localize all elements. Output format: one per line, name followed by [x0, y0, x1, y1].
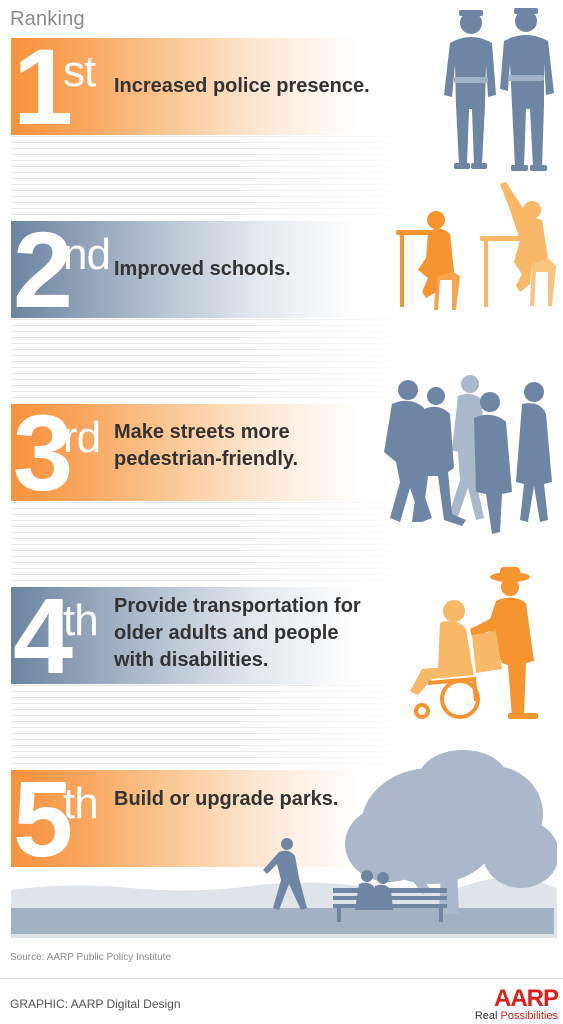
rank-suffix: th: [63, 779, 99, 828]
rank-number-4: 4 th: [11, 575, 126, 696]
rank-suffix: rd: [63, 413, 101, 462]
aarp-logo-word: AARP: [493, 985, 559, 1012]
aarp-tagline: Real Possibilities: [430, 1010, 558, 1022]
rank-band-4: 4 th: [11, 575, 563, 696]
label-line: Build or upgrade parks.: [114, 788, 339, 810]
footer-divider: [0, 978, 563, 979]
rank-suffix: nd: [63, 230, 111, 279]
label-line: older adults and people: [114, 622, 339, 644]
police-officers-icon: [444, 8, 554, 171]
rank-label-3: Make streets more pedestrian-friendly.: [114, 419, 298, 473]
rank-digit: 1: [13, 26, 73, 147]
rank-digit: 2: [13, 209, 73, 330]
rank-number-3: 3 rd: [11, 392, 126, 513]
stripe-area-1: [11, 136, 563, 218]
rank-number-1: 1 st: [11, 26, 126, 147]
label-line: pedestrian-friendly.: [114, 448, 299, 470]
rank-label-2: Improved schools.: [114, 256, 291, 283]
graphic-credit: GRAPHIC: AARP Digital Design: [10, 997, 181, 1011]
rank-label-5: Build or upgrade parks.: [114, 786, 338, 813]
tagline-possibilities: Possibilities: [500, 1010, 558, 1022]
rank-label-4: Provide transportation for older adults …: [114, 593, 361, 674]
ranking-heading: Ranking: [10, 8, 85, 30]
rank-number-5: 5 th: [11, 758, 126, 879]
source-note: Source: AARP Public Policy Institute: [10, 952, 172, 963]
label-line: with disabilities.: [114, 649, 269, 671]
rank-digit: 5: [13, 758, 73, 879]
label-line: Provide transportation for: [114, 595, 361, 617]
aarp-logo[interactable]: AARP Real Possibilities: [430, 985, 559, 1023]
rank-suffix: st: [63, 47, 96, 96]
rank-digit: 3: [13, 392, 73, 513]
rank-digit: 4: [13, 575, 73, 696]
label-line: Increased police presence.: [114, 75, 370, 97]
rank-number-2: 2 nd: [11, 209, 126, 330]
rank-label-1: Increased police presence.: [114, 73, 370, 100]
pedestrians-icon: [384, 375, 552, 534]
stripe-area-3: [11, 502, 563, 584]
tagline-real: Real: [474, 1010, 501, 1022]
park-scene-icon: [11, 750, 557, 938]
wheelchair-assist-icon: [410, 567, 538, 719]
rank-band-2: 2 nd: [11, 209, 563, 330]
rank-suffix: th: [63, 596, 99, 645]
label-line: Make streets more: [114, 421, 290, 443]
students-at-desks-icon: [396, 182, 556, 310]
label-line: Improved schools.: [114, 258, 291, 280]
